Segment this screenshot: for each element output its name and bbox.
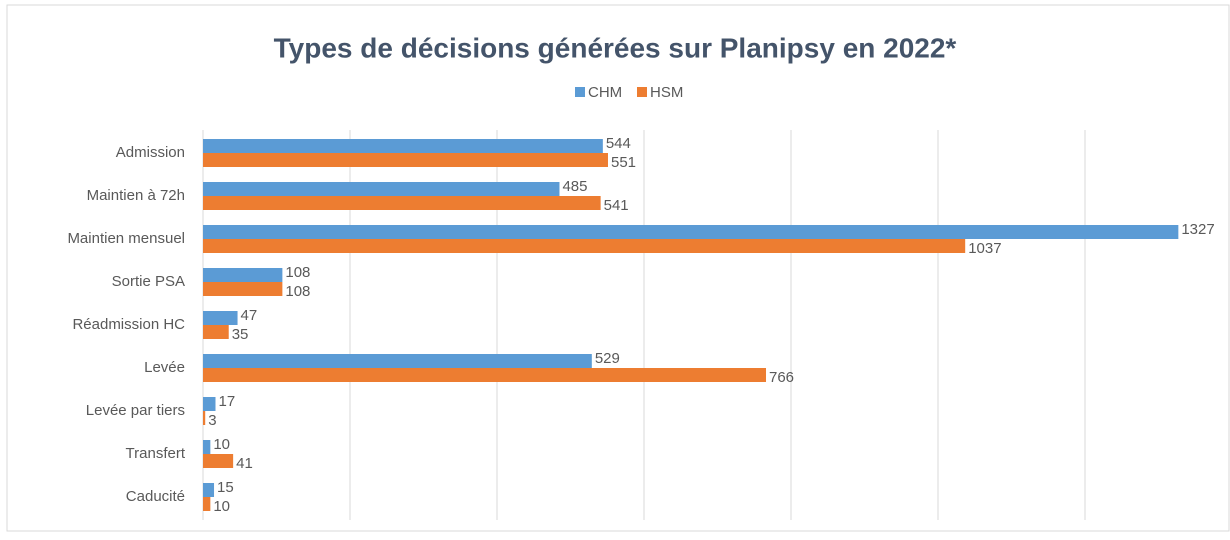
y-tick-label: Admission [116, 144, 185, 161]
data-label: 529 [595, 350, 620, 367]
y-tick-label: Maintien mensuel [67, 230, 185, 247]
data-label: 41 [236, 455, 253, 472]
data-label: 551 [611, 154, 636, 171]
bar [203, 411, 206, 425]
bar [203, 311, 238, 325]
legend-swatch [575, 87, 585, 97]
bar [203, 153, 608, 167]
data-label: 17 [218, 393, 235, 410]
data-label: 1327 [1181, 221, 1214, 238]
bar [203, 483, 215, 497]
y-tick-label: Maintien à 72h [87, 187, 185, 204]
data-label: 108 [285, 283, 310, 300]
bar [203, 225, 1179, 239]
bar [203, 325, 229, 339]
data-label: 10 [213, 498, 230, 515]
bar [203, 454, 234, 468]
bar [203, 282, 283, 296]
legend-swatch [637, 87, 647, 97]
y-tick-label: Réadmission HC [72, 316, 185, 333]
data-label: 47 [241, 307, 258, 324]
bar [203, 268, 283, 282]
y-tick-label: Sortie PSA [112, 273, 185, 290]
legend: CHM HSM [575, 84, 683, 101]
legend-label: CHM [588, 84, 622, 101]
data-label: 108 [285, 264, 310, 281]
data-label: 541 [604, 197, 629, 214]
bar [203, 196, 601, 210]
y-tick-label: Levée [144, 359, 185, 376]
bar [203, 368, 767, 382]
data-label: 544 [606, 135, 631, 152]
chart-title: Types de décisions générées sur Planipsy… [274, 32, 957, 63]
data-label: 35 [232, 326, 249, 343]
legend-label: HSM [650, 84, 683, 101]
data-label: 485 [562, 178, 587, 195]
data-label: 10 [213, 436, 230, 453]
bar [203, 397, 216, 411]
data-label: 1037 [968, 240, 1001, 257]
bar [203, 440, 211, 454]
data-label: 15 [217, 479, 234, 496]
y-tick-label: Caducité [126, 488, 185, 505]
bar [203, 139, 603, 153]
bar [203, 239, 966, 253]
bar [203, 497, 211, 511]
y-tick-label: Transfert [126, 445, 186, 462]
data-label: 766 [769, 369, 794, 386]
bar [203, 182, 560, 196]
bar [203, 354, 592, 368]
y-tick-label: Levée par tiers [86, 402, 185, 419]
data-label: 3 [208, 412, 216, 429]
